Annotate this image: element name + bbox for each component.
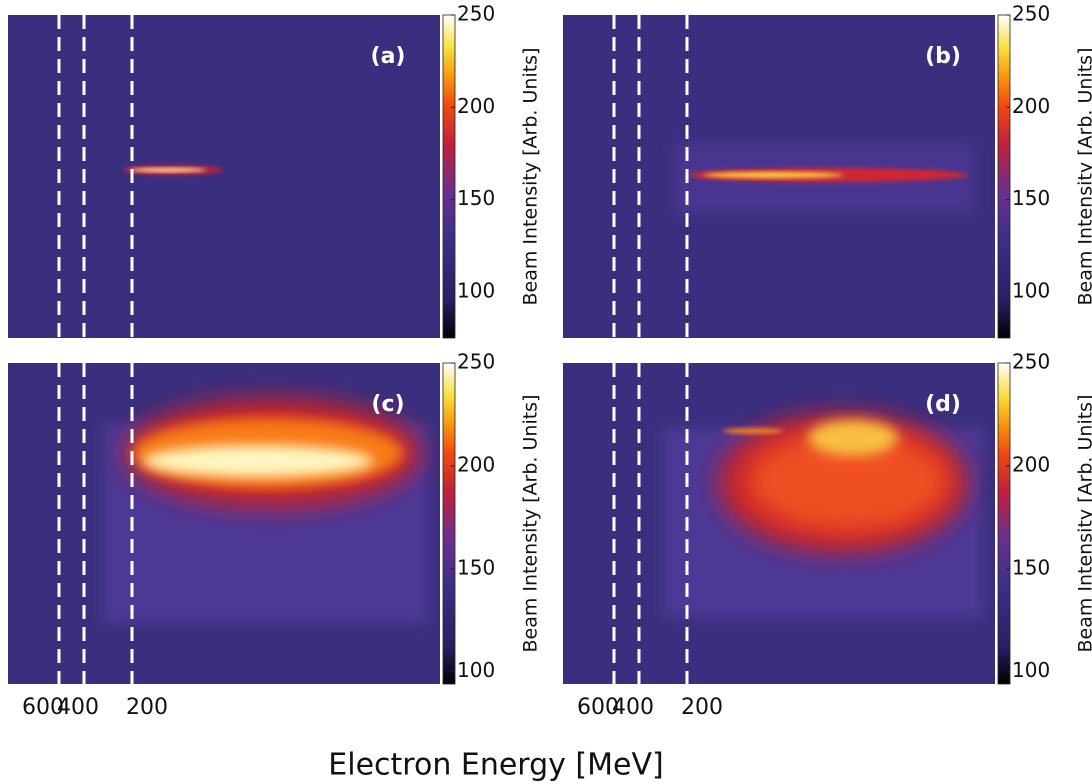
colorbar-tick-label: 200: [457, 94, 495, 118]
colorbar-label: Beam Intensity [Arb. Units]: [520, 394, 542, 652]
energy-tick-label: 200: [681, 695, 723, 720]
colorbar-tick-label: 100: [457, 278, 495, 302]
colorbar-tick-label: 200: [457, 452, 495, 476]
beam-signal: [723, 428, 783, 434]
colorbar-label: Beam Intensity [Arb. Units]: [520, 47, 542, 305]
panel: (c) 100 150 200 250 Beam Intensity [Arb. Unit…: [8, 350, 542, 720]
colorbar-tick-label: 250: [457, 2, 495, 26]
panel: (d) 100 150 200 250 Beam Intensity [Arb. Unit…: [563, 350, 1092, 720]
colorbar-tick-label: 150: [1012, 186, 1050, 210]
energy-tick-label: 400: [57, 695, 99, 720]
colorbar-label: Beam Intensity [Arb. Units]: [1075, 394, 1092, 652]
colorbar: [997, 14, 1011, 339]
colorbar-tick-label: 100: [1012, 278, 1050, 302]
energy-tick-label: 200: [126, 695, 168, 720]
colorbar-tick-label: 150: [457, 186, 495, 210]
panel-label: (d): [925, 392, 961, 417]
beam-signal: [130, 168, 206, 172]
energy-tick-label: 600: [22, 695, 64, 720]
panel: (b) 100 150 200 250 Beam Intensity [Arb. Unit…: [563, 2, 1092, 339]
colorbar-tick-label: 250: [1012, 350, 1050, 374]
beam-signal: [808, 420, 898, 456]
beam-signal: [703, 172, 843, 178]
panel-label: (c): [371, 392, 404, 417]
energy-tick-label: 400: [612, 695, 654, 720]
beam-signal: [143, 445, 373, 477]
colorbar-tick-label: 150: [1012, 555, 1050, 579]
energy-tick-label: 600: [577, 695, 619, 720]
colorbar-tick-label: 250: [457, 350, 495, 374]
panel-label: (a): [371, 44, 406, 69]
colorbar-tick-label: 100: [1012, 658, 1050, 682]
panel-label: (b): [925, 44, 961, 69]
colorbar-label: Beam Intensity [Arb. Units]: [1075, 47, 1092, 305]
colorbar: [442, 14, 456, 339]
colorbar-tick-label: 100: [457, 658, 495, 682]
colorbar-tick-label: 250: [1012, 2, 1050, 26]
colorbar: [997, 362, 1011, 685]
beam-signal: [748, 431, 948, 531]
colorbar: [442, 362, 456, 685]
heatmap-background: [8, 15, 440, 338]
colorbar-tick-label: 150: [457, 555, 495, 579]
colorbar-tick-label: 200: [1012, 452, 1050, 476]
x-axis-label: Electron Energy [MeV]: [328, 748, 663, 783]
panel: (a) 100 150 200 250 Beam Intensity [Arb. Unit…: [8, 2, 542, 339]
colorbar-tick-label: 200: [1012, 94, 1050, 118]
